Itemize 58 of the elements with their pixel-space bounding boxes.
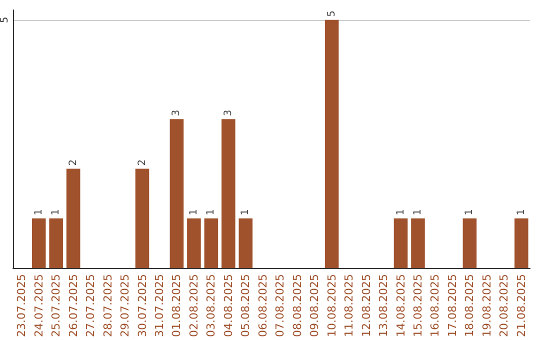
- bar: [187, 218, 201, 268]
- x-tick-label: 03.08.2025: [204, 274, 218, 338]
- x-tick-label: 12.08.2025: [360, 274, 373, 338]
- x-tick-label: 07.08.2025: [274, 274, 287, 338]
- x-tick-label: 16.08.2025: [428, 274, 442, 338]
- x-tick-label: 25.07.2025: [50, 274, 63, 338]
- x-tick-label: 11.08.2025: [342, 274, 356, 338]
- data-label: 2: [68, 159, 79, 166]
- data-label: 1: [395, 209, 406, 216]
- x-tick-label: 17.08.2025: [446, 274, 459, 338]
- x-tick-label: 02.08.2025: [187, 274, 200, 338]
- x-tick-label: 30.07.2025: [136, 274, 149, 338]
- x-tick-label: 23.07.2025: [15, 274, 28, 338]
- bar: [411, 218, 425, 268]
- data-label: 1: [33, 209, 44, 216]
- data-label: 3: [222, 110, 234, 116]
- x-tick-label: 27.07.2025: [84, 274, 98, 338]
- data-label: 1: [206, 209, 217, 216]
- bar: [514, 218, 528, 268]
- data-label: 1: [412, 209, 424, 216]
- x-tick-label: 26.07.2025: [66, 274, 80, 338]
- x-tick-label: 13.08.2025: [377, 274, 390, 338]
- x-tick-label: 21.08.2025: [514, 274, 528, 338]
- x-tick-label: 14.08.2025: [394, 274, 408, 338]
- data-label: 1: [188, 209, 200, 216]
- x-tick-label: 05.08.2025: [239, 274, 252, 338]
- bar: [170, 119, 184, 268]
- bar: [324, 20, 339, 268]
- x-tick-label: 31.07.2025: [152, 274, 166, 338]
- data-label: 1: [240, 209, 252, 216]
- x-tick-label: 18.08.2025: [463, 274, 476, 338]
- bar: [222, 119, 236, 268]
- x-tick-label: 09.08.2025: [308, 274, 322, 338]
- x-tick-label: 06.08.2025: [256, 274, 270, 338]
- x-tick-label: 29.07.2025: [118, 274, 132, 338]
- data-label: 3: [171, 110, 182, 116]
- x-tick-label: 04.08.2025: [222, 274, 235, 338]
- x-tick-label: 10.08.2025: [325, 274, 338, 338]
- x-tick-label: 20.08.2025: [498, 274, 511, 338]
- x-tick-label: 24.07.2025: [32, 274, 46, 338]
- bar: [66, 168, 80, 268]
- bar: [32, 218, 46, 268]
- bar: [135, 168, 150, 268]
- data-label: 1: [50, 209, 62, 216]
- data-label: 5: [326, 10, 338, 17]
- bar: [462, 218, 477, 268]
- data-label: 2: [136, 159, 148, 166]
- x-tick-label: 08.08.2025: [290, 274, 304, 338]
- x-tick-label: 28.07.2025: [101, 274, 114, 338]
- x-tick-label: 01.08.2025: [170, 274, 184, 338]
- x-tick-label: 15.08.2025: [411, 274, 424, 338]
- bar: [49, 218, 63, 268]
- bar: [204, 218, 218, 268]
- data-label: 1: [464, 209, 476, 216]
- x-tick-label: 19.08.2025: [480, 274, 494, 338]
- data-label: 1: [516, 209, 527, 216]
- bar: [394, 218, 408, 268]
- bar: [238, 218, 253, 268]
